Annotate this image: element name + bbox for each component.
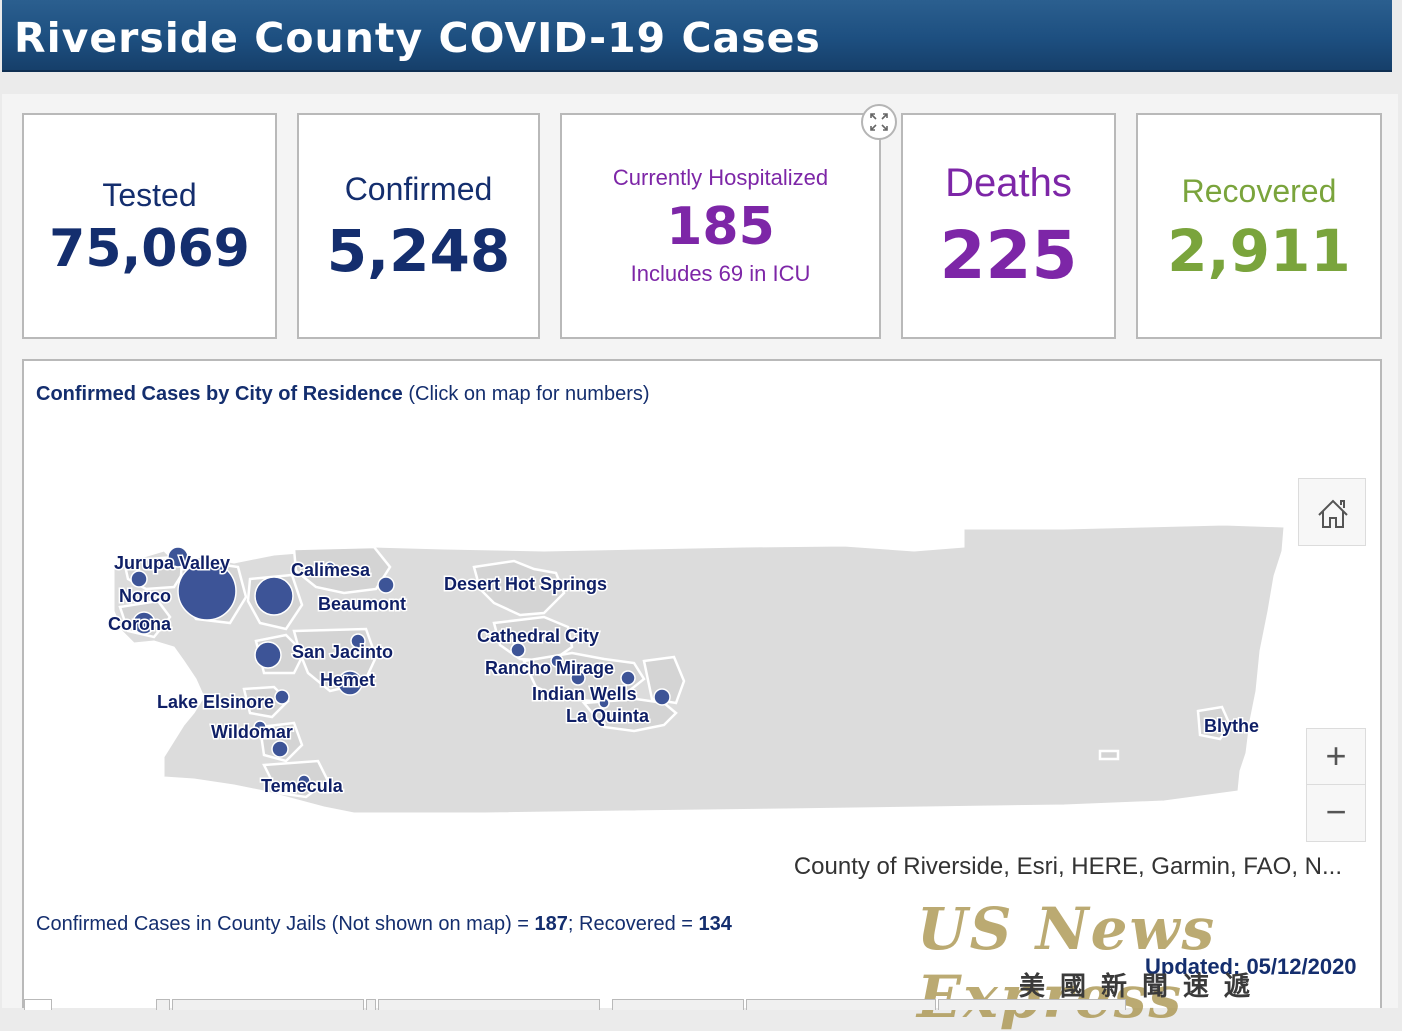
- label-desert-hot-springs: Desert Hot Springs: [444, 574, 607, 594]
- bubble-corona[interactable]: [132, 611, 156, 635]
- tab-8[interactable]: [938, 999, 1126, 1010]
- bubble-riverside[interactable]: [177, 561, 237, 621]
- label-norco: Norco: [119, 586, 171, 606]
- jails-confirmed: 187: [534, 913, 568, 935]
- bubble-palm-springs[interactable]: [510, 642, 526, 658]
- label-beaumont: Beaumont: [318, 594, 406, 614]
- bubble-la-quinta[interactable]: [598, 697, 610, 709]
- label-calimesa: Calimesa: [291, 560, 371, 580]
- tab-3[interactable]: [172, 999, 364, 1010]
- tab-6[interactable]: [612, 999, 744, 1010]
- hospitalized-value: 185: [666, 197, 775, 257]
- bubble-san-jacinto[interactable]: [350, 633, 366, 649]
- tested-value: 75,069: [49, 219, 250, 279]
- bubble-calimesa[interactable]: [324, 561, 336, 573]
- map-title-hint: (Click on map for numbers): [402, 383, 650, 405]
- confirmed-label: Confirmed: [344, 171, 493, 207]
- bubble-desert-hot-springs[interactable]: [508, 575, 520, 587]
- label-lake-elsinore: Lake Elsinore: [157, 692, 274, 712]
- label-san-jacinto: San Jacinto: [292, 642, 393, 662]
- map-title: Confirmed Cases by City of Residence (Cl…: [36, 383, 650, 406]
- tab-2[interactable]: [156, 999, 170, 1010]
- tab-1[interactable]: [24, 999, 52, 1010]
- map-title-bold: Confirmed Cases by City of Residence: [36, 383, 403, 405]
- updated-date: Updated: 05/12/2020: [1145, 954, 1357, 979]
- zoom-controls: + −: [1306, 728, 1366, 842]
- label-rancho-mirage: Rancho Mirage: [485, 658, 614, 678]
- watermark-chinese: 美國新聞速遞: [1019, 972, 1266, 1002]
- tested-card: Tested 75,069: [22, 113, 277, 339]
- hospitalized-card: Currently Hospitalized 185 Includes 69 i…: [560, 113, 881, 339]
- jail-cases-note: Confirmed Cases in County Jails (Not sho…: [36, 913, 732, 936]
- label-wildomar: Wildomar: [211, 722, 293, 742]
- county-shape[interactable]: [113, 524, 1285, 814]
- deaths-value: 225: [939, 217, 1078, 294]
- tab-7[interactable]: [746, 999, 936, 1010]
- bubble-rancho-mirage[interactable]: [570, 670, 586, 686]
- bubble-wildomar[interactable]: [253, 720, 267, 734]
- bubble-cathedral-city[interactable]: [550, 654, 564, 668]
- confirmed-value: 5,248: [326, 217, 511, 285]
- tested-label: Tested: [102, 177, 197, 213]
- county-map[interactable]: Jurupa Valley Norco Corona Calimesa Beau…: [24, 361, 1380, 1001]
- label-la-quinta: La Quinta: [566, 706, 650, 726]
- minus-icon: −: [1325, 791, 1347, 832]
- expand-icon: [870, 113, 888, 131]
- expand-button[interactable]: [861, 104, 897, 140]
- recovered-card: Recovered 2,911: [1136, 113, 1382, 339]
- deaths-label: Deaths: [945, 161, 1072, 205]
- plus-icon: +: [1325, 735, 1347, 776]
- bubble-indio[interactable]: [653, 688, 671, 706]
- home-icon: [1318, 499, 1348, 528]
- case-bubbles[interactable]: [130, 546, 671, 788]
- bubble-norco[interactable]: [130, 570, 148, 588]
- zoom-out-button[interactable]: −: [1307, 785, 1365, 841]
- home-button[interactable]: [1298, 478, 1366, 546]
- zoom-in-button[interactable]: +: [1307, 729, 1365, 785]
- tab-4[interactable]: [366, 999, 376, 1010]
- hospitalized-label: Currently Hospitalized: [612, 165, 829, 190]
- map-attribution[interactable]: County of Riverside, Esri, HERE, Garmin,…: [793, 853, 1342, 880]
- label-blythe: Blythe: [1204, 716, 1259, 736]
- bubble-jurupa-valley[interactable]: [167, 546, 189, 568]
- jails-recovered: 134: [698, 913, 732, 935]
- recovered-label: Recovered: [1181, 173, 1337, 209]
- bubble-murrieta[interactable]: [271, 740, 289, 758]
- bubble-palm-desert[interactable]: [620, 670, 636, 686]
- jails-prefix: Confirmed Cases in County Jails (Not sho…: [36, 913, 535, 935]
- bubble-moreno-valley[interactable]: [254, 576, 294, 616]
- bubble-temecula[interactable]: [297, 774, 311, 788]
- bubble-hemet[interactable]: [337, 670, 363, 696]
- bubble-lake-elsinore[interactable]: [274, 689, 290, 705]
- label-jurupa-valley: Jurupa Valley: [114, 553, 230, 573]
- recovered-value: 2,911: [1167, 217, 1351, 285]
- label-indian-wells: Indian Wells: [532, 684, 637, 704]
- city-labels: Jurupa Valley Norco Corona Calimesa Beau…: [107, 552, 1261, 798]
- bubble-beaumont[interactable]: [377, 576, 395, 594]
- page-title: Riverside County COVID-19 Cases: [14, 14, 821, 62]
- label-corona: Corona: [108, 614, 172, 634]
- label-cathedral-city: Cathedral City: [477, 626, 599, 646]
- deaths-card: Deaths 225: [901, 113, 1116, 339]
- confirmed-card: Confirmed 5,248: [297, 113, 540, 339]
- map-panel: Confirmed Cases by City of Residence (Cl…: [22, 359, 1382, 1031]
- bubble-perris[interactable]: [254, 641, 282, 669]
- app-header: Riverside County COVID-19 Cases: [2, 0, 1392, 72]
- label-hemet: Hemet: [320, 670, 375, 690]
- icu-note: Includes 69 in ICU: [630, 261, 811, 286]
- jails-mid: ; Recovered =: [567, 913, 699, 935]
- tab-5[interactable]: [378, 999, 600, 1010]
- bottom-tabs: [24, 999, 1380, 1010]
- label-temecula: Temecula: [261, 776, 344, 796]
